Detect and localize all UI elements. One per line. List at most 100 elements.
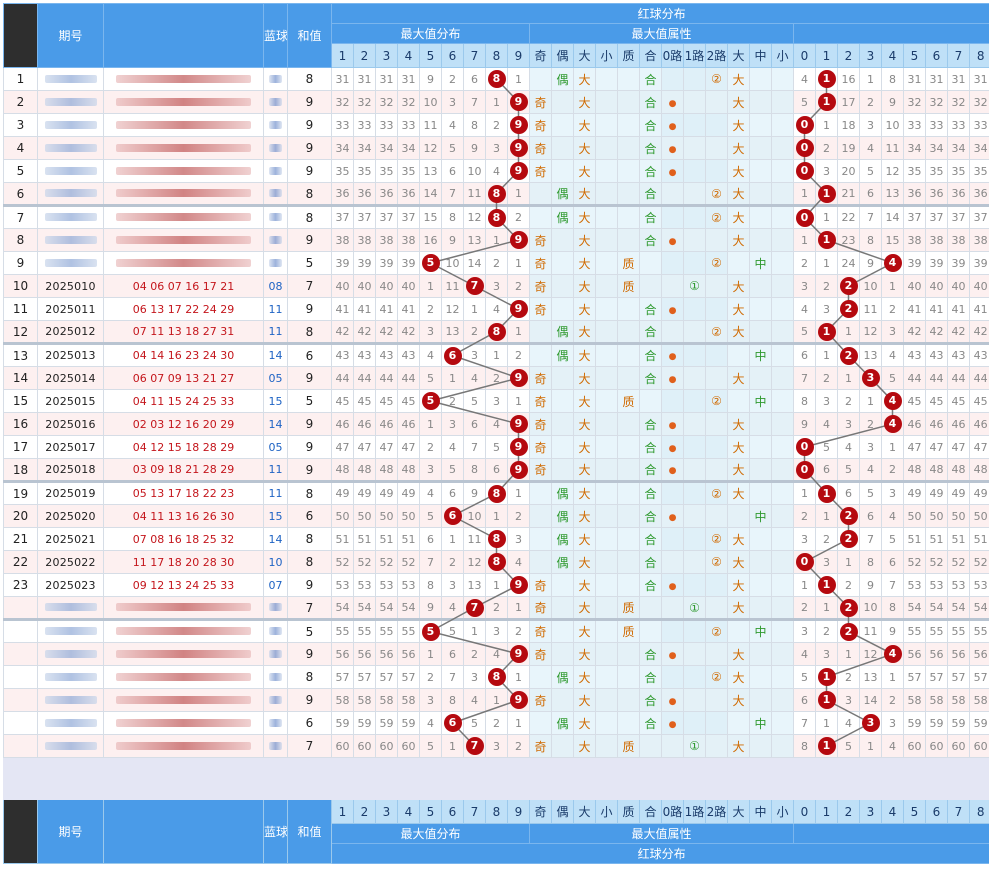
max-dist-cell: 7 bbox=[463, 274, 486, 298]
red-numbers: 04 11 13 16 26 30 bbox=[103, 504, 264, 528]
tail-cell: 48 bbox=[968, 458, 989, 482]
blue-number: 05 bbox=[263, 366, 288, 390]
attr-cell: 大 bbox=[573, 113, 596, 137]
attr-cell bbox=[529, 480, 552, 505]
tail-cell: 21 bbox=[837, 182, 860, 206]
issue-number: 2025010 bbox=[37, 274, 104, 298]
tail-ball: 0 bbox=[795, 208, 814, 227]
table-row: 7 60 60 60 60 5 1 7 3 2 奇大质 ① 大 8 1 5 1 4 60 60 60 60 bbox=[3, 734, 989, 758]
tail-cell: 0 bbox=[793, 550, 816, 574]
attr-cell: 大 bbox=[727, 458, 750, 482]
attr-cell: 奇 bbox=[529, 618, 552, 643]
tail-cell: 12 bbox=[859, 642, 882, 666]
tail-cell: 49 bbox=[947, 480, 970, 505]
red-numbers bbox=[103, 734, 264, 758]
max-ball: 9 bbox=[509, 415, 528, 433]
max-digit-header: 3 bbox=[375, 43, 398, 68]
attr-cell bbox=[683, 642, 706, 666]
tail-cell: 50 bbox=[903, 504, 926, 528]
tail-cell: 4 bbox=[881, 342, 904, 367]
max-dist-cell: 44 bbox=[331, 366, 354, 390]
tail-cell: 5 bbox=[837, 734, 860, 758]
row-index: 12 bbox=[3, 320, 38, 344]
tail-cell: 60 bbox=[903, 734, 926, 758]
tail-cell: 42 bbox=[947, 320, 970, 344]
attr-cell bbox=[617, 113, 640, 137]
header-strip bbox=[3, 799, 38, 864]
attr-cell bbox=[705, 734, 728, 758]
tail-cell: 55 bbox=[947, 618, 970, 643]
max-ball: 8 bbox=[487, 208, 506, 227]
max-ball: 9 bbox=[509, 460, 528, 479]
blue-number bbox=[263, 734, 288, 758]
attr-cell: 奇 bbox=[529, 412, 552, 436]
tail-cell: 2 bbox=[837, 665, 860, 689]
attr-cell bbox=[551, 366, 574, 390]
attr-cell bbox=[595, 642, 618, 666]
max-dist-cell: 31 bbox=[353, 67, 376, 91]
attr-cell bbox=[683, 297, 706, 321]
attr-cell: 大 bbox=[573, 527, 596, 551]
row-index bbox=[3, 665, 38, 689]
tail-cell: 2 bbox=[815, 527, 838, 551]
attr-cell: 大 bbox=[573, 136, 596, 160]
tail-cell: 46 bbox=[925, 412, 948, 436]
tail-cell: 24 bbox=[837, 251, 860, 275]
blue-number: 05 bbox=[263, 435, 288, 459]
tail-digit-header: 3 bbox=[859, 43, 882, 68]
blue-number bbox=[263, 596, 288, 620]
tail-digit-header: 6 bbox=[925, 43, 948, 68]
max-ball: 5 bbox=[421, 392, 440, 410]
max-dist-cell: 4 bbox=[419, 342, 442, 367]
blue-number: 15 bbox=[263, 504, 288, 528]
tail-cell: 48 bbox=[947, 458, 970, 482]
table-row: 3 9 33 33 33 33 11 4 8 2 9 奇大合 ● 大 0 1 18 3 10 33 33 33 33 bbox=[3, 113, 989, 137]
max-dist-cell: 4 bbox=[419, 480, 442, 505]
attr-cell: 奇 bbox=[529, 435, 552, 459]
blue-number bbox=[263, 688, 288, 712]
attr-cell: 大 bbox=[573, 204, 596, 229]
attr-cell bbox=[771, 412, 794, 436]
tail-cell: 3 bbox=[881, 320, 904, 344]
attr-label-header: 小 bbox=[595, 799, 618, 824]
tail-cell: 1 bbox=[837, 550, 860, 574]
attr-cell bbox=[727, 342, 750, 367]
tail-cell: 42 bbox=[925, 320, 948, 344]
tail-cell: 53 bbox=[947, 573, 970, 597]
max-digit-header: 7 bbox=[463, 799, 486, 824]
tail-cell: 54 bbox=[947, 596, 970, 620]
attr-cell bbox=[683, 504, 706, 528]
tail-cell: 58 bbox=[925, 688, 948, 712]
tail-cell: 48 bbox=[925, 458, 948, 482]
attr-cell bbox=[749, 297, 772, 321]
max-dist-cell: 7 bbox=[441, 665, 464, 689]
max-dist-cell: 43 bbox=[375, 342, 398, 367]
red-numbers bbox=[103, 596, 264, 620]
attr-cell: 大 bbox=[727, 136, 750, 160]
max-digit-header: 1 bbox=[331, 43, 354, 68]
attr-cell: 质 bbox=[617, 251, 640, 275]
attr-cell bbox=[705, 435, 728, 459]
tail-cell: 4 bbox=[881, 642, 904, 666]
max-digit-header: 7 bbox=[463, 43, 486, 68]
attr-cell bbox=[661, 527, 684, 551]
max-dist-cell: 2 bbox=[507, 504, 530, 528]
red-numbers bbox=[103, 665, 264, 689]
tail-cell: 51 bbox=[903, 527, 926, 551]
table-row: 9 56 56 56 56 1 6 2 4 9 奇大合 ● 大 4 3 1 12 4 56 56 56 56 bbox=[3, 642, 989, 666]
tail-cell: 56 bbox=[947, 642, 970, 666]
max-dist-cell: 2 bbox=[419, 297, 442, 321]
max-dist-cell: 7 bbox=[463, 734, 486, 758]
attr-cell bbox=[683, 182, 706, 206]
row-index: 8 bbox=[3, 228, 38, 252]
blue-number bbox=[263, 159, 288, 183]
max-dist-cell: 42 bbox=[353, 320, 376, 344]
attr-cell bbox=[749, 435, 772, 459]
attr-cell: 中 bbox=[749, 504, 772, 528]
attr-cell bbox=[529, 711, 552, 735]
tail-cell: 19 bbox=[837, 136, 860, 160]
tail-cell: 0 bbox=[793, 204, 816, 229]
max-digit-header: 6 bbox=[441, 43, 464, 68]
attr-cell: 合 bbox=[639, 480, 662, 505]
max-dist-cell: 5 bbox=[419, 251, 442, 275]
